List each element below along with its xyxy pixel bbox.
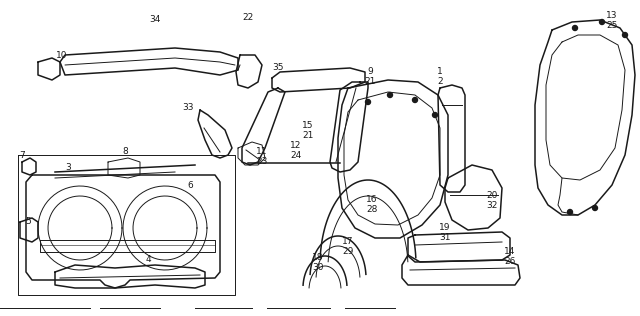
Text: 9: 9 [367,68,373,76]
Text: 22: 22 [243,14,253,22]
Text: 28: 28 [366,205,378,215]
Circle shape [593,205,598,210]
Text: 7: 7 [19,150,25,160]
Circle shape [413,98,417,102]
Text: 14: 14 [504,247,516,257]
Text: 2: 2 [437,77,443,87]
Text: 23: 23 [256,157,268,167]
Text: 8: 8 [122,148,128,156]
Text: 29: 29 [342,247,354,257]
Text: 24: 24 [291,150,301,160]
Circle shape [623,33,627,38]
Text: 31: 31 [439,234,451,242]
Circle shape [433,112,438,118]
Text: 21: 21 [364,77,376,87]
Circle shape [365,100,371,105]
Text: 11: 11 [256,148,268,156]
Text: 15: 15 [302,120,314,130]
Text: 32: 32 [486,200,498,210]
Text: 35: 35 [272,64,284,72]
Circle shape [573,26,577,31]
Text: 25: 25 [606,21,618,29]
Text: 1: 1 [437,68,443,76]
Text: 10: 10 [56,51,68,59]
Text: 13: 13 [606,10,618,20]
Text: 21: 21 [302,131,314,139]
Text: 5: 5 [25,217,31,227]
Circle shape [568,210,573,215]
Circle shape [600,20,605,25]
Text: 34: 34 [149,15,161,25]
Text: 20: 20 [486,191,498,199]
Text: 12: 12 [291,141,301,149]
Text: 17: 17 [342,238,354,246]
Text: 26: 26 [504,258,516,266]
Text: 30: 30 [312,264,324,272]
Circle shape [387,93,392,98]
Text: 6: 6 [187,180,193,190]
Text: 4: 4 [145,256,151,264]
Text: 16: 16 [366,196,378,204]
Text: 3: 3 [65,163,71,173]
Text: 19: 19 [439,223,451,233]
Text: 33: 33 [182,104,194,112]
Text: 18: 18 [312,253,324,263]
